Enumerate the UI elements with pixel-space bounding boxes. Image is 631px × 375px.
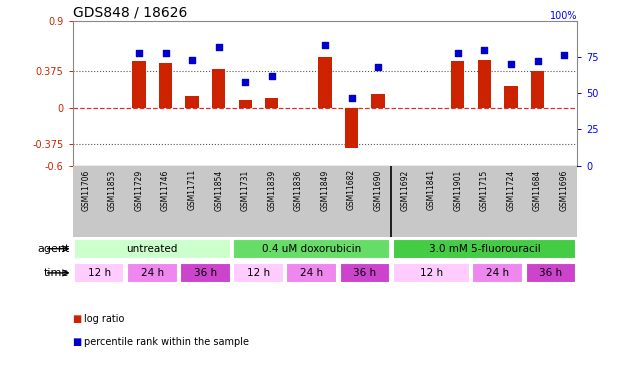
Bar	[504, 86, 517, 108]
Point	[134, 50, 144, 55]
Text: GSM11853: GSM11853	[108, 169, 117, 210]
Point	[346, 94, 357, 100]
Text: GSM11711: GSM11711	[187, 169, 197, 210]
Point	[187, 57, 197, 63]
Bar	[286, 263, 337, 283]
Bar	[233, 263, 284, 283]
Bar	[74, 263, 124, 283]
Text: GSM11849: GSM11849	[321, 169, 329, 210]
Bar	[265, 98, 278, 108]
Bar	[526, 263, 576, 283]
Bar	[339, 263, 390, 283]
Text: GSM11839: GSM11839	[268, 169, 276, 210]
Point	[267, 73, 277, 79]
Text: 36 h: 36 h	[540, 268, 562, 278]
Point	[240, 78, 251, 84]
Text: GSM11731: GSM11731	[241, 169, 250, 210]
Bar	[372, 94, 385, 108]
Text: GSM11854: GSM11854	[214, 169, 223, 210]
Text: 100%: 100%	[550, 10, 577, 21]
Text: time: time	[44, 268, 69, 278]
Point	[320, 42, 330, 48]
Bar	[473, 263, 523, 283]
Bar	[233, 238, 390, 259]
Text: 36 h: 36 h	[353, 268, 376, 278]
Text: 12 h: 12 h	[247, 268, 270, 278]
Text: 24 h: 24 h	[486, 268, 509, 278]
Bar	[392, 263, 469, 283]
Bar	[186, 96, 199, 108]
Text: 12 h: 12 h	[88, 268, 110, 278]
Text: untreated: untreated	[127, 244, 178, 254]
Point	[214, 44, 224, 50]
Point	[506, 61, 516, 67]
Bar	[392, 238, 576, 259]
Text: GSM11836: GSM11836	[294, 169, 303, 210]
Bar	[74, 238, 231, 259]
Bar	[478, 60, 491, 108]
Text: GSM11696: GSM11696	[560, 169, 569, 211]
Bar	[159, 63, 172, 108]
Text: log ratio: log ratio	[84, 314, 124, 324]
Bar	[345, 108, 358, 148]
Text: percentile rank within the sample: percentile rank within the sample	[84, 337, 249, 347]
Text: 12 h: 12 h	[420, 268, 443, 278]
Text: 3.0 mM 5-fluorouracil: 3.0 mM 5-fluorouracil	[428, 244, 540, 254]
Text: GSM11692: GSM11692	[400, 169, 409, 210]
Bar	[239, 100, 252, 108]
Text: GSM11684: GSM11684	[533, 169, 542, 210]
Bar	[451, 61, 464, 108]
Point	[373, 64, 383, 70]
Point	[559, 53, 569, 58]
Text: GSM11724: GSM11724	[507, 169, 516, 210]
Bar	[531, 71, 544, 108]
Text: GDS848 / 18626: GDS848 / 18626	[73, 6, 187, 20]
Text: GSM11746: GSM11746	[161, 169, 170, 211]
Text: 36 h: 36 h	[194, 268, 217, 278]
Text: GSM11901: GSM11901	[453, 169, 463, 210]
Point	[160, 50, 170, 55]
Bar	[133, 61, 146, 108]
Text: GSM11682: GSM11682	[347, 169, 356, 210]
Text: 24 h: 24 h	[141, 268, 164, 278]
Bar	[127, 263, 177, 283]
Text: ■: ■	[73, 314, 85, 324]
Text: 24 h: 24 h	[300, 268, 323, 278]
Text: GSM11706: GSM11706	[81, 169, 90, 211]
Point	[533, 58, 543, 64]
Point	[480, 46, 490, 53]
Text: ■: ■	[73, 337, 85, 347]
Text: agent: agent	[37, 244, 69, 254]
Bar	[180, 263, 231, 283]
Bar	[318, 57, 332, 108]
Bar	[212, 69, 225, 108]
Text: GSM11690: GSM11690	[374, 169, 382, 211]
Text: 0.4 uM doxorubicin: 0.4 uM doxorubicin	[262, 244, 362, 254]
Point	[453, 50, 463, 55]
Text: GSM11715: GSM11715	[480, 169, 489, 210]
Text: GSM11729: GSM11729	[134, 169, 143, 210]
Text: GSM11841: GSM11841	[427, 169, 436, 210]
